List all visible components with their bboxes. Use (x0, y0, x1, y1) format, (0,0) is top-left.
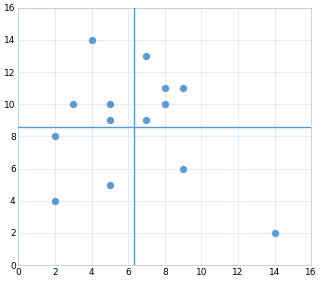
Point (144, 118, 149, 123)
Point (52, 134, 57, 139)
Point (162, 102, 167, 106)
Point (144, 54, 149, 58)
Point (107, 102, 112, 106)
Point (107, 118, 112, 123)
Point (180, 86, 186, 90)
Point (71, 102, 76, 106)
Point (272, 231, 277, 235)
Point (107, 182, 112, 187)
Point (89, 38, 94, 42)
Point (52, 198, 57, 203)
Point (162, 86, 167, 90)
Point (180, 166, 186, 171)
